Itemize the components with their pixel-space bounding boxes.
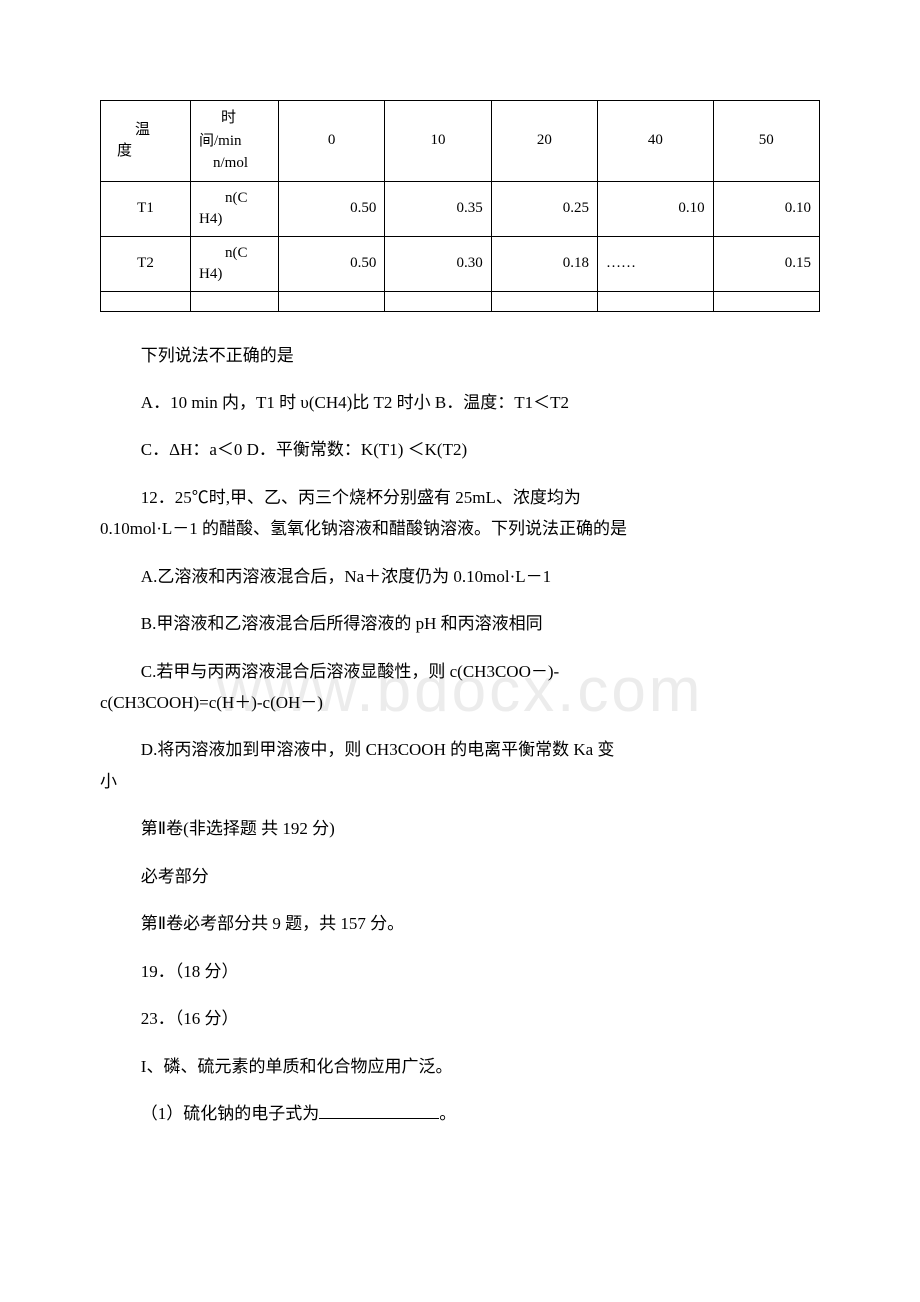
option-a-b: A．10 min 内，T1 时 υ(CH4)比 T2 时小 B．温度：T1＜T2: [100, 387, 820, 418]
q12-option-d-line2: 小: [100, 766, 820, 797]
q23-intro: I、磷、硫元素的单质和化合物应用广泛。: [100, 1051, 820, 1082]
chem-top: n(C: [199, 188, 270, 209]
col-header: 10: [385, 101, 491, 182]
cell: ……: [598, 236, 714, 291]
corner-mid-right: 间/min: [199, 130, 270, 153]
corner-bot-right: n/mol: [199, 152, 270, 175]
q12-option-b: B.甲溶液和乙溶液混合后所得溶液的 pH 和丙溶液相同: [100, 608, 820, 639]
cell: 0.50: [279, 236, 385, 291]
row-label: T1: [101, 181, 191, 236]
col-header: 0: [279, 101, 385, 182]
cell: 0.10: [713, 181, 819, 236]
cell: 0.18: [491, 236, 597, 291]
fill-blank: [319, 1118, 439, 1119]
section-2-desc: 第Ⅱ卷必考部分共 9 题，共 157 分。: [100, 908, 820, 939]
chem-bot: H4): [199, 264, 270, 285]
q23-header: 23．（16 分）: [100, 1003, 820, 1034]
header-corner-right: 时 间/min n/mol: [191, 101, 279, 182]
table-empty-row: [101, 291, 820, 311]
q12-line2: 0.10mol·L－1 的醋酸、氢氧化钠溶液和醋酸钠溶液。下列说法正确的是: [100, 513, 820, 544]
corner-top: 时: [199, 107, 270, 130]
chem-top: n(C: [199, 243, 270, 264]
chem-bot: H4): [199, 209, 270, 230]
cell: 0.10: [598, 181, 714, 236]
row-chem: n(C H4): [191, 181, 279, 236]
row-label: T2: [101, 236, 191, 291]
cell: 0.25: [491, 181, 597, 236]
corner-mid-left: 温: [109, 120, 182, 141]
required-part: 必考部分: [100, 861, 820, 892]
cell: 0.30: [385, 236, 491, 291]
section-2-title: 第Ⅱ卷(非选择题 共 192 分): [100, 813, 820, 844]
q12-option-c-line2: c(CH3COOH)=c(H＋)-c(OH－): [100, 687, 820, 718]
col-header: 20: [491, 101, 597, 182]
q12-option-a: A.乙溶液和丙溶液混合后，Na＋浓度仍为 0.10mol·L－1: [100, 561, 820, 592]
row-chem: n(C H4): [191, 236, 279, 291]
table-header-row: 温 度 时 间/min n/mol 0 10 20 40 50: [101, 101, 820, 182]
header-corner-left: 温 度: [101, 101, 191, 182]
cell: 0.50: [279, 181, 385, 236]
corner-bot-left: 度: [109, 141, 182, 162]
q12-line1: 12．25℃时,甲、乙、丙三个烧杯分别盛有 25mL、浓度均为: [100, 482, 820, 513]
table-row: T1 n(C H4) 0.50 0.35 0.25 0.10 0.10: [101, 181, 820, 236]
col-header: 40: [598, 101, 714, 182]
data-table: 温 度 时 间/min n/mol 0 10 20 40 50 T1 n(C H…: [100, 100, 820, 312]
q12-option-c-line1: C.若甲与丙两溶液混合后溶液显酸性，则 c(CH3COO－)-: [100, 656, 820, 687]
q23-sub1-end: 。: [439, 1104, 456, 1123]
cell: 0.35: [385, 181, 491, 236]
q23-sub1-text: （1）硫化钠的电子式为: [141, 1104, 320, 1123]
q12-option-d-line1: D.将丙溶液加到甲溶液中，则 CH3COOH 的电离平衡常数 Ka 变: [100, 734, 820, 765]
option-c-d: C．ΔH：a＜0 D．平衡常数：K(T1) ＜K(T2): [100, 434, 820, 465]
q23-sub1: （1）硫化钠的电子式为 。: [100, 1098, 820, 1129]
col-header: 50: [713, 101, 819, 182]
q19-header: 19．（18 分）: [100, 956, 820, 987]
cell: 0.15: [713, 236, 819, 291]
table-row: T2 n(C H4) 0.50 0.30 0.18 …… 0.15: [101, 236, 820, 291]
statement-intro: 下列说法不正确的是: [100, 340, 820, 371]
